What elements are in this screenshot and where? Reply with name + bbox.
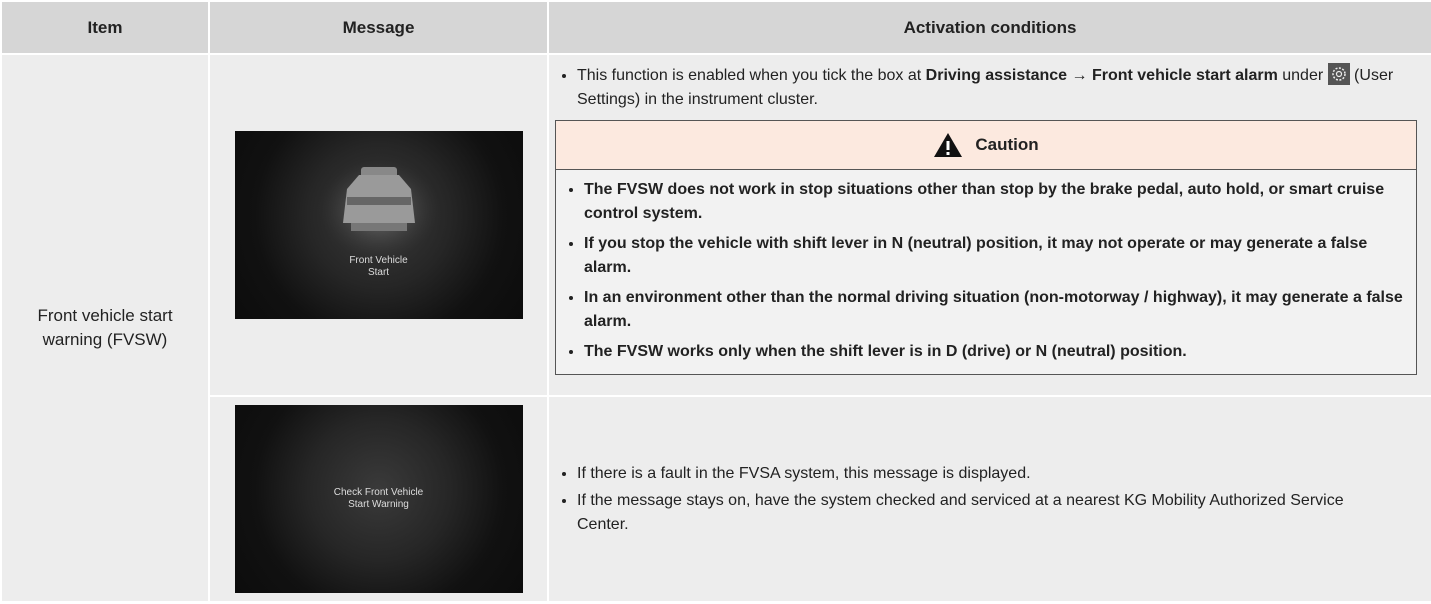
caution-item: The FVSW does not work in stop situation… [584,178,1416,226]
caution-item: If you stop the vehicle with shift lever… [584,232,1416,280]
header-cell: Message [208,0,549,55]
bullet-list: This function is enabled when you tick t… [549,63,1431,112]
cluster-screen: Front Vehicle Start [234,131,523,319]
car-icon [318,159,439,259]
bullet: This function is enabled when you tick t… [577,63,1431,112]
message-cell: Check Front Vehicle Start Warning [208,395,549,603]
caption-line: Front Vehicle [349,255,408,266]
conditions-cell: If there is a fault in the FVSA system, … [547,395,1431,603]
text: (User Settings) in the instrument cluste… [577,67,1394,108]
caption-line: Start [367,267,390,278]
bullet: If there is a fault in the FVSA system, … [577,462,1371,486]
item-text: Front vehicle start warning (FVSW) [37,306,173,349]
setting-path: Driving assistance → Front vehicle start… [925,67,1278,84]
screen-caption: Front Vehicle Start [235,255,523,279]
screen-caption: Check Front Vehicle Start Warning [235,487,523,511]
item-cell: Front vehicle start warning (FVSW) [0,53,210,603]
caution-header: Caution [556,121,1416,170]
caution-list: The FVSW does not work in stop situation… [556,170,1416,374]
header-row: Item Message Activation conditions [0,0,1431,55]
text: under [1277,67,1328,84]
bullet-list: If there is a fault in the FVSA system, … [549,462,1431,537]
conditions-cell: This function is enabled when you tick t… [547,53,1431,397]
header-cell: Activation conditions [547,0,1431,55]
caption-line: Start Warning [348,499,409,510]
message-cell: Front Vehicle Start [208,53,549,397]
caution-item: In an environment other than the normal … [584,286,1416,334]
row: Front vehicle start warning (FVSW) Front… [0,53,1431,603]
caption-line: Check Front Vehicle [333,487,424,498]
warning-icon [934,133,963,157]
caution-box: Caution The FVSW does not work in stop s… [555,120,1417,375]
cluster-screen: Check Front Vehicle Start Warning [234,405,523,593]
bullet: If the message stays on, have the system… [577,489,1371,537]
text: This function is enabled when you tick t… [577,67,926,84]
gear-icon [1327,63,1350,85]
caution-title: Caution [975,135,1039,154]
header-cell: Item [0,0,210,55]
caution-item: The FVSW works only when the shift lever… [584,340,1416,364]
